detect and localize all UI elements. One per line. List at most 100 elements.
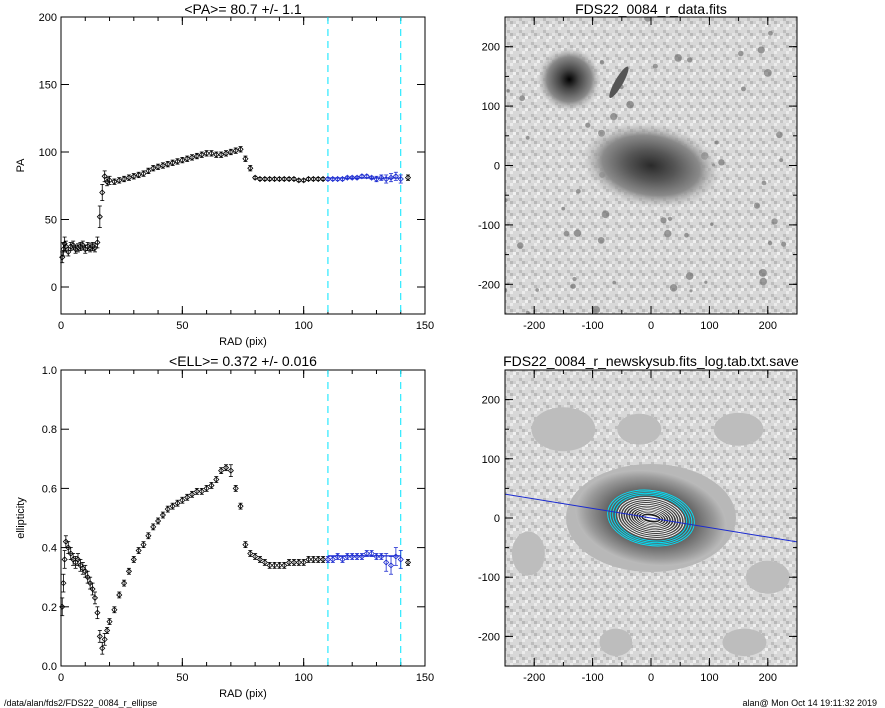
ell-xlabel: RAD (pix) (219, 688, 267, 700)
faint-source (517, 242, 524, 249)
pa-data-point (159, 162, 166, 169)
ell-data-point (106, 618, 113, 625)
ell-data-point (89, 585, 96, 593)
ell-data-point (101, 636, 108, 643)
pa-data-point (74, 244, 82, 251)
faint-source (768, 30, 773, 36)
ell-data-point (252, 553, 259, 560)
ell-data-point (125, 568, 133, 575)
faint-source (776, 131, 783, 139)
mask-region (599, 628, 633, 657)
faint-source (597, 236, 605, 244)
pa-data-point (232, 147, 239, 154)
faint-source (684, 232, 689, 238)
ell-xtick-label: 150 (416, 672, 434, 684)
spiral-galaxy (581, 122, 721, 209)
ell-data-point (174, 500, 181, 507)
mask-region (617, 413, 662, 445)
pa-data-point (111, 178, 118, 185)
faint-source (535, 288, 540, 292)
ell-data-point (84, 574, 91, 581)
ell-data-point (208, 482, 215, 489)
pa-data-point (218, 151, 225, 158)
ell-data-point (329, 556, 336, 563)
faint-source (753, 202, 761, 209)
ell-data-point (198, 488, 205, 495)
ell-frame (60, 369, 426, 667)
mask-region (531, 407, 596, 452)
pa-data-point (392, 173, 399, 180)
ell-data-point (290, 559, 298, 566)
faint-source (612, 280, 616, 285)
faint-source (781, 241, 787, 247)
faint-source (610, 113, 618, 121)
pa-data-point (140, 170, 147, 177)
pa-data-point (222, 150, 230, 157)
pa-data-point (130, 173, 137, 180)
ell-data-point (169, 503, 176, 510)
ell-data-point (227, 467, 234, 474)
data-image-ytick-label: 0 (494, 161, 500, 173)
pa-data-point (67, 243, 74, 250)
pa-data-point (188, 154, 196, 161)
data-image-ytick-label: 200 (482, 42, 500, 54)
faint-source (669, 284, 678, 292)
model-image-ytick-label: 0 (494, 513, 500, 525)
faint-source (563, 230, 570, 237)
faint-source (644, 17, 652, 22)
faint-source (506, 89, 510, 93)
ell-ytick-label: 0.0 (42, 661, 57, 673)
model-image-ytick-label: -100 (478, 572, 500, 584)
ell-data-point (87, 580, 94, 587)
ell-data-point (247, 550, 254, 557)
pa-data-point (320, 175, 327, 183)
ell-data-point (155, 517, 162, 525)
pa-data-point (179, 157, 186, 164)
model-image-xtick-label: 100 (700, 672, 718, 684)
bright-star (537, 47, 602, 112)
faint-source (572, 276, 577, 282)
pa-data-point (208, 150, 215, 157)
pa-data-point (295, 177, 302, 184)
pa-data-point (344, 174, 351, 181)
ell-data-point (111, 606, 118, 613)
ell-data-point (140, 541, 147, 548)
pa-data-point (62, 243, 69, 250)
pa-data-point (70, 242, 77, 249)
faint-source (718, 159, 725, 166)
pa-ytick-label: 50 (45, 215, 57, 227)
ell-data-point (339, 556, 346, 563)
pa-data-point (300, 177, 307, 184)
pa-data-point (305, 175, 312, 183)
faint-source (767, 240, 773, 246)
pa-data-point (169, 159, 176, 166)
ell-data-point (104, 627, 111, 634)
ell-chart-title: <ELL>= 0.372 +/- 0.016 (169, 353, 317, 369)
model-image-ytick-label: -200 (478, 631, 500, 643)
ell-data-point (116, 591, 123, 599)
ell-data-point (271, 562, 278, 569)
faint-source (685, 272, 694, 280)
faint-source (779, 158, 784, 163)
pa-data-point (242, 155, 249, 162)
ell-data-point (60, 580, 67, 587)
pa-data-point (271, 175, 278, 183)
ell-data-point (237, 503, 244, 510)
model-image-ytick-label: 100 (482, 454, 500, 466)
model-image-xtick-label: 0 (648, 672, 654, 684)
data-image-ytick-label: 100 (482, 101, 500, 113)
pa-data-point (59, 254, 66, 261)
model-image-xtick-label: -200 (523, 672, 545, 684)
ell-data-point (65, 544, 72, 551)
pa-data-point (310, 175, 317, 183)
faint-source (525, 310, 530, 314)
pa-ytick-label: 200 (39, 12, 57, 24)
data-image-ytick-label: -200 (478, 279, 500, 291)
pa-data-point (290, 175, 298, 183)
faint-source (664, 229, 672, 238)
pa-data-point (404, 174, 412, 181)
pa-data-point (145, 167, 152, 174)
pa-data-point (155, 163, 162, 170)
data-image-title: FDS22_0084_r_data.fits (575, 1, 727, 17)
